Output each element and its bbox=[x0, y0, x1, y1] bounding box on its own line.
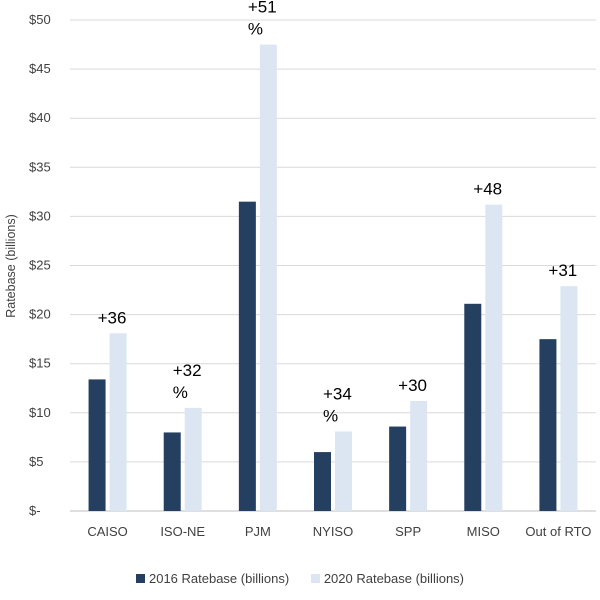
x-tick-label: CAISO bbox=[87, 524, 127, 539]
legend-item-2016: 2016 Ratebase (billions) bbox=[135, 571, 290, 586]
legend-label-2016: 2016 Ratebase (billions) bbox=[148, 571, 290, 586]
legend-swatch-2016 bbox=[135, 574, 145, 583]
bar-2020 bbox=[184, 407, 202, 511]
bar-2020 bbox=[259, 44, 277, 512]
legend-label-2020: 2020 Ratebase (billions) bbox=[323, 571, 465, 586]
legend-item-2020: 2020 Ratebase (billions) bbox=[310, 571, 465, 586]
y-tick-label: $10 bbox=[29, 405, 51, 420]
annotation-label: +36 bbox=[98, 308, 127, 327]
bar-2016 bbox=[539, 339, 557, 511]
annotation-label: +32 bbox=[173, 361, 202, 380]
bar-2016 bbox=[389, 426, 407, 511]
x-axis-categories: CAISO ISO-NE PJM NYISO SPP MISO Out of RTO bbox=[87, 524, 591, 539]
bar-2020 bbox=[560, 286, 578, 511]
annotation-label: % bbox=[248, 20, 263, 39]
y-axis-label: Ratebase (billions) bbox=[4, 214, 18, 318]
y-tick-label: $50 bbox=[29, 12, 51, 27]
annotation-label: +48 bbox=[473, 180, 502, 199]
y-tick-label: $15 bbox=[29, 356, 51, 371]
y-tick-label: $45 bbox=[29, 61, 51, 76]
bar-2016 bbox=[314, 452, 331, 511]
y-tick-label: $35 bbox=[29, 159, 51, 174]
y-tick-label: $30 bbox=[29, 208, 51, 223]
x-tick-label: Out of RTO bbox=[525, 524, 591, 539]
x-tick-label: ISO-NE bbox=[160, 524, 205, 539]
y-axis-ticks: $- $5 $10 $15 $20 $25 $30 $35 $40 $45 $50 bbox=[29, 12, 51, 518]
y-tick-label: $- bbox=[29, 503, 41, 518]
annotation-label: % bbox=[173, 383, 188, 402]
bar-2020 bbox=[335, 431, 352, 511]
bars bbox=[88, 44, 578, 512]
bar-2020 bbox=[485, 204, 503, 511]
y-tick-label: $20 bbox=[29, 307, 51, 322]
y-tick-label: $40 bbox=[29, 110, 51, 125]
gridlines bbox=[70, 19, 596, 512]
bar-2016 bbox=[238, 201, 256, 512]
bar-2016 bbox=[163, 432, 181, 511]
annotation-label: +30 bbox=[398, 376, 427, 395]
x-tick-label: MISO bbox=[467, 524, 500, 539]
bar-chart: $- $5 $10 $15 $20 $25 $30 $35 $40 $45 $50 CAISO ISO… bbox=[4, 0, 596, 539]
bar-2016 bbox=[88, 379, 106, 511]
bar-2016 bbox=[464, 303, 482, 511]
y-tick-label: $5 bbox=[29, 454, 43, 469]
x-tick-label: SPP bbox=[395, 524, 421, 539]
x-tick-label: NYISO bbox=[313, 524, 353, 539]
x-tick-label: PJM bbox=[245, 524, 271, 539]
annotations: +36 +32% +51% +34% +30 +48 +31 bbox=[98, 0, 578, 425]
annotation-label: +51 bbox=[248, 0, 277, 17]
bar-2020 bbox=[109, 333, 127, 511]
y-tick-label: $25 bbox=[29, 258, 51, 273]
legend: 2016 Ratebase (billions) 2020 Ratebase (… bbox=[0, 571, 600, 586]
annotation-label: +34 bbox=[323, 384, 352, 403]
legend-swatch-2020 bbox=[310, 574, 320, 583]
annotation-label: +31 bbox=[548, 261, 577, 280]
bar-2020 bbox=[410, 401, 428, 511]
annotation-label: % bbox=[323, 406, 338, 425]
